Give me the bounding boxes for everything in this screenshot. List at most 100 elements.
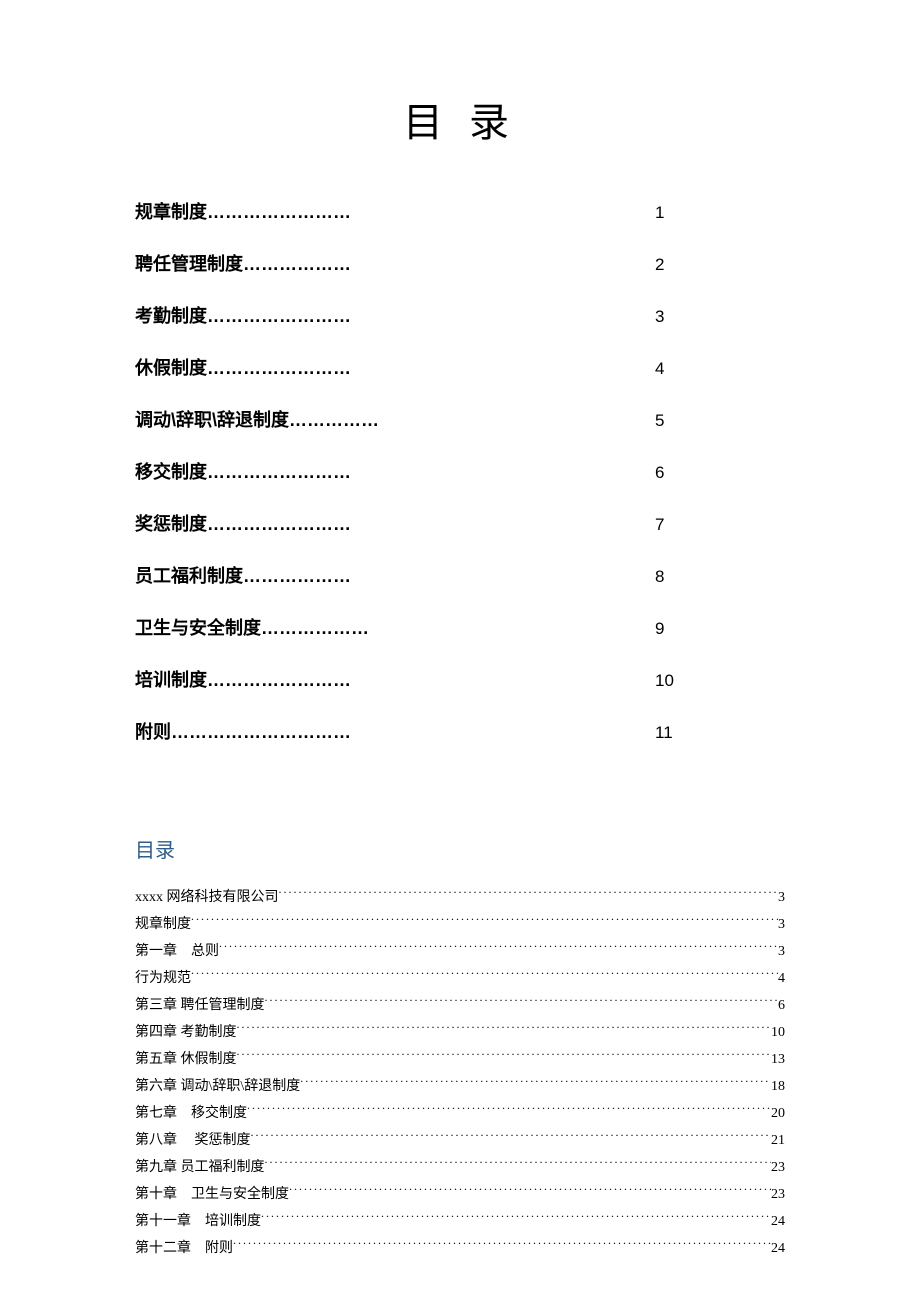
- sub-toc-page: 3: [778, 940, 785, 964]
- main-toc-page: 8: [655, 567, 685, 587]
- sub-toc-dots: [300, 1072, 771, 1090]
- sub-toc-label: xxxx 网络科技有限公司: [135, 886, 279, 910]
- sub-toc-page: 24: [771, 1237, 785, 1261]
- main-toc-row: 附则…………………………11: [135, 718, 785, 744]
- sub-tocy-toc-row: xxxx 网络科技有限公司 3: [135, 883, 785, 910]
- sub-toc-dots: [233, 1234, 771, 1252]
- sub-toc-label: 第一章 总则: [135, 940, 219, 964]
- main-toc-page: 1: [655, 203, 685, 223]
- main-toc-dots: ……………………: [207, 306, 351, 327]
- main-toc-label: 规章制度: [135, 198, 207, 224]
- sub-toc-label: 第三章 聘任管理制度: [135, 994, 265, 1018]
- main-toc-label: 聘任管理制度: [135, 250, 243, 276]
- main-toc-page: 4: [655, 359, 685, 379]
- main-toc-row: 调动\辞职\辞退制度…………… 5: [135, 406, 785, 432]
- main-toc-page: 7: [655, 515, 685, 535]
- sub-tocy-toc-row: 第一章 总则 3: [135, 937, 785, 964]
- main-toc-page: 6: [655, 463, 685, 483]
- document-title: 目 录: [135, 90, 785, 148]
- main-toc-dots: ……………………: [207, 514, 351, 535]
- main-toc-dots: ……………: [289, 410, 379, 431]
- main-toc: 规章制度……………………1聘任管理制度………………2考勤制度……………………3休…: [135, 198, 785, 744]
- sub-toc-page: 6: [778, 994, 785, 1018]
- sub-toc-dots: [247, 1099, 771, 1117]
- main-toc-row: 休假制度…………………… 4: [135, 354, 785, 380]
- sub-tocy-toc-row: 第七章 移交制度 20: [135, 1099, 785, 1126]
- sub-toc-page: 18: [771, 1075, 785, 1099]
- sub-tocy-toc-row: 第五章 休假制度13: [135, 1045, 785, 1072]
- sub-toc-dots: [289, 1180, 771, 1198]
- sub-toc-label: 第四章 考勤制度: [135, 1021, 237, 1045]
- sub-toc-label: 第七章 移交制度: [135, 1102, 247, 1126]
- sub-toc-page: 4: [778, 967, 785, 991]
- main-toc-page: 3: [655, 307, 685, 327]
- sub-toc-title: 目录: [135, 834, 785, 863]
- sub-toc-dots: [237, 1045, 772, 1063]
- main-toc-page: 2: [655, 255, 685, 275]
- sub-toc-label: 第六章 调动\辞职\辞退制度: [135, 1075, 300, 1099]
- sub-tocy-toc-row: 第四章 考勤制度 10: [135, 1018, 785, 1045]
- sub-toc-label: 第九章 员工福利制度: [135, 1156, 265, 1180]
- sub-toc-dots: [219, 937, 778, 955]
- main-toc-label: 培训制度: [135, 666, 207, 692]
- sub-toc-page: 21: [771, 1129, 785, 1153]
- main-toc-label: 休假制度: [135, 354, 207, 380]
- sub-tocy-toc-row: 第八章 奖惩制度 21: [135, 1126, 785, 1153]
- sub-toc-label: 第八章 奖惩制度: [135, 1129, 251, 1153]
- sub-toc-page: 23: [771, 1156, 785, 1180]
- main-toc-row: 奖惩制度…………………… 7: [135, 510, 785, 536]
- main-toc-label: 调动\辞职\辞退制度: [135, 406, 289, 432]
- sub-toc-page: 24: [771, 1210, 785, 1234]
- main-toc-label: 卫生与安全制度: [135, 614, 261, 640]
- sub-toc-page: 3: [778, 913, 785, 937]
- main-toc-row: 聘任管理制度……………… 2: [135, 250, 785, 276]
- sub-tocy-toc-row: 第十章 卫生与安全制度 23: [135, 1180, 785, 1207]
- sub-toc-label: 第十章 卫生与安全制度: [135, 1183, 289, 1207]
- sub-toc-dots: [265, 991, 779, 1009]
- sub-tocy-toc-row: 第十一章 培训制度 24: [135, 1207, 785, 1234]
- sub-toc-dots: [265, 1153, 772, 1171]
- sub-tocy-toc-row: 规章制度 3: [135, 910, 785, 937]
- sub-toc-dots: [251, 1126, 772, 1144]
- main-toc-page: 5: [655, 411, 685, 431]
- sub-toc-page: 20: [771, 1102, 785, 1126]
- main-toc-row: 员工福利制度……………… 8: [135, 562, 785, 588]
- main-toc-dots: ………………: [243, 254, 351, 275]
- main-toc-dots: ……………………: [207, 670, 351, 691]
- main-toc-dots: ………………: [261, 618, 369, 639]
- main-toc-dots: ……………………: [207, 202, 351, 223]
- sub-toc-dots: [191, 964, 778, 982]
- main-toc-label: 移交制度: [135, 458, 207, 484]
- sub-tocy-toc-row: 行为规范 4: [135, 964, 785, 991]
- main-toc-dots: ……………………: [207, 358, 351, 379]
- main-toc-page: 11: [655, 723, 685, 743]
- main-toc-label: 考勤制度: [135, 302, 207, 328]
- main-toc-dots: ………………: [243, 566, 351, 587]
- main-toc-label: 奖惩制度: [135, 510, 207, 536]
- main-toc-label: 附则: [135, 718, 171, 744]
- sub-toc-dots: [261, 1207, 771, 1225]
- sub-toc-page: 10: [771, 1021, 785, 1045]
- main-toc-label: 员工福利制度: [135, 562, 243, 588]
- main-toc-row: 规章制度…………………… 1: [135, 198, 785, 224]
- main-toc-page: 9: [655, 619, 685, 639]
- sub-toc-dots: [237, 1018, 772, 1036]
- main-toc-row: 培训制度…………………… 10: [135, 666, 785, 692]
- main-toc-row: 移交制度…………………… 6: [135, 458, 785, 484]
- main-toc-row: 考勤制度…………………… 3: [135, 302, 785, 328]
- sub-toc-label: 第十一章 培训制度: [135, 1210, 261, 1234]
- sub-toc: xxxx 网络科技有限公司 3 规章制度 3 第一章 总则 3 行为规范 4 第三章 聘任管理制…: [135, 883, 785, 1261]
- sub-toc-dots: [191, 910, 778, 928]
- sub-toc-label: 行为规范: [135, 967, 191, 991]
- sub-toc-page: 3: [778, 886, 785, 910]
- main-toc-row: 卫生与安全制度……………… 9: [135, 614, 785, 640]
- sub-toc-dots: [279, 883, 779, 901]
- main-toc-dots: ……………………: [207, 462, 351, 483]
- sub-toc-page: 23: [771, 1183, 785, 1207]
- sub-tocy-toc-row: 第九章 员工福利制度 23: [135, 1153, 785, 1180]
- sub-toc-label: 规章制度: [135, 913, 191, 937]
- sub-tocy-toc-row: 第六章 调动\辞职\辞退制度 18: [135, 1072, 785, 1099]
- sub-tocy-toc-row: 第十二章 附则24: [135, 1234, 785, 1261]
- sub-toc-page: 13: [771, 1048, 785, 1072]
- main-toc-page: 10: [655, 671, 685, 691]
